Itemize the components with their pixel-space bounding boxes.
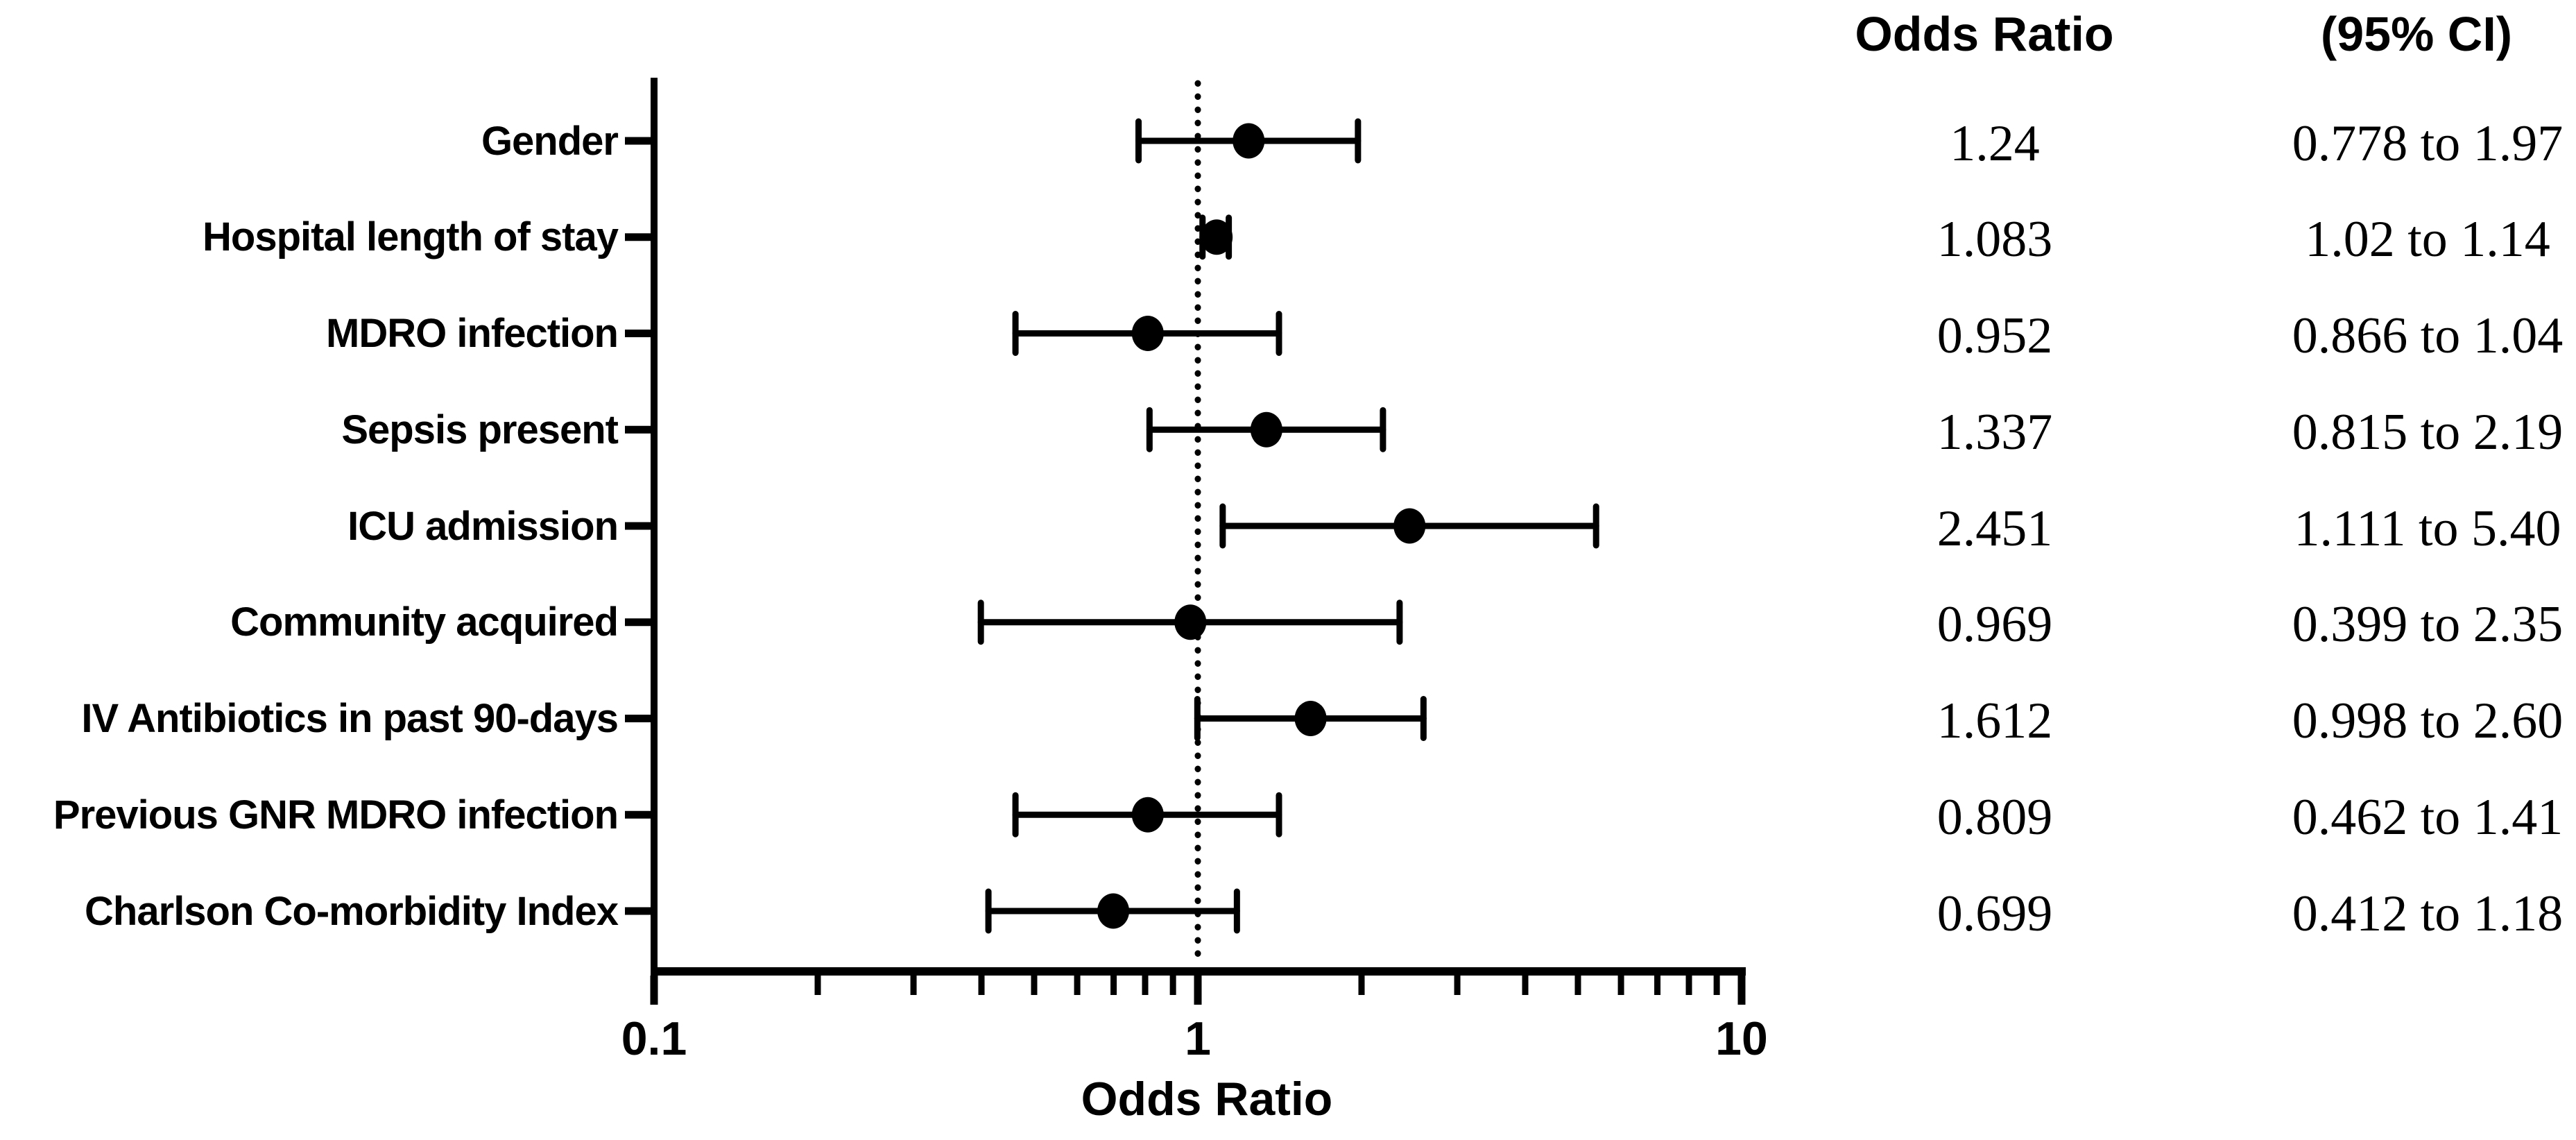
ci-value: 0.412 to 1.18 <box>2292 885 2564 942</box>
or-marker <box>1294 701 1327 736</box>
row-label: ICU admission <box>347 503 619 549</box>
row-label: Charlson Co-morbidity Index <box>85 888 619 934</box>
or-value: 1.083 <box>1937 211 2053 269</box>
ci-value: 1.02 to 1.14 <box>2305 211 2550 269</box>
x-axis-label: Odds Ratio <box>1081 1073 1333 1125</box>
row-label: Community acquired <box>230 599 619 645</box>
or-marker <box>1393 508 1426 544</box>
row-label: Gender <box>481 118 619 164</box>
or-value: 2.451 <box>1937 500 2053 557</box>
or-marker <box>1131 316 1164 351</box>
ci-value: 0.462 to 1.41 <box>2292 788 2564 846</box>
row-label: IV Antibiotics in past 90-days <box>81 696 619 741</box>
row-label: Sepsis present <box>341 407 619 452</box>
ci-value: 0.815 to 2.19 <box>2292 403 2564 461</box>
x-tick-label: 0.1 <box>621 1012 687 1065</box>
x-tick-label: 1 <box>1185 1012 1211 1065</box>
or-marker <box>1250 411 1282 448</box>
or-marker <box>1201 219 1233 255</box>
or-value: 1.24 <box>1950 114 2040 172</box>
or-marker <box>1233 123 1265 159</box>
x-tick-label: 10 <box>1715 1012 1768 1065</box>
or-value: 0.969 <box>1937 596 2053 654</box>
or-marker <box>1131 797 1164 833</box>
or-value: 0.699 <box>1937 885 2053 942</box>
or-column-header: Odds Ratio <box>1855 7 2114 61</box>
ci-value: 0.778 to 1.97 <box>2292 114 2564 172</box>
row-label: Previous GNR MDRO infection <box>53 792 619 837</box>
ci-value: 0.866 to 1.04 <box>2292 307 2564 364</box>
ci-value: 1.111 to 5.40 <box>2294 500 2561 557</box>
or-marker <box>1097 893 1130 929</box>
or-value: 0.952 <box>1937 307 2053 364</box>
or-value: 1.612 <box>1937 692 2053 749</box>
row-label: MDRO infection <box>326 311 619 356</box>
ci-column-header: (95% CI) <box>2320 7 2513 61</box>
or-value: 0.809 <box>1937 788 2053 846</box>
or-marker <box>1174 604 1207 640</box>
ci-value: 0.399 to 2.35 <box>2292 596 2564 654</box>
row-label: Hospital length of stay <box>203 214 619 260</box>
or-value: 1.337 <box>1937 403 2053 461</box>
ci-value: 0.998 to 2.60 <box>2292 692 2564 749</box>
